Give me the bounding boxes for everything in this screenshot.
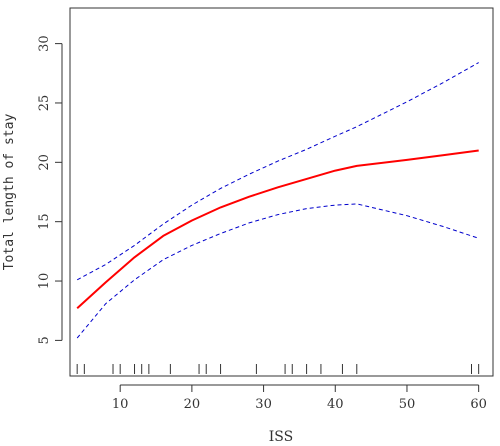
x-tick-label: 60 — [470, 397, 487, 412]
x-tick-label: 30 — [255, 397, 272, 412]
series-lines — [76, 62, 479, 339]
estimate-line — [76, 149, 479, 310]
plot-frame — [69, 7, 494, 377]
y-tick-label: 5 — [37, 336, 52, 344]
x-axis: 10 20 30 40 50 60 — [112, 384, 487, 412]
upper-ci-line — [76, 62, 479, 281]
x-tick-label: 50 — [399, 397, 416, 412]
x-tick-label: 10 — [112, 397, 129, 412]
y-tick-label: 30 — [37, 35, 52, 52]
x-axis-label: ISS — [269, 429, 293, 445]
x-tick-label: 20 — [184, 397, 201, 412]
y-tick-label: 25 — [37, 95, 52, 112]
y-axis-label: Total length of stay — [2, 114, 17, 271]
lower-ci-line — [76, 203, 479, 339]
y-tick-label: 15 — [37, 213, 52, 230]
x-tick-label: 40 — [327, 397, 344, 412]
y-axis: 5 10 15 20 25 30 — [37, 35, 63, 345]
y-tick-label: 20 — [37, 154, 52, 171]
rug-marks — [76, 364, 480, 374]
y-tick-label: 10 — [37, 273, 52, 290]
